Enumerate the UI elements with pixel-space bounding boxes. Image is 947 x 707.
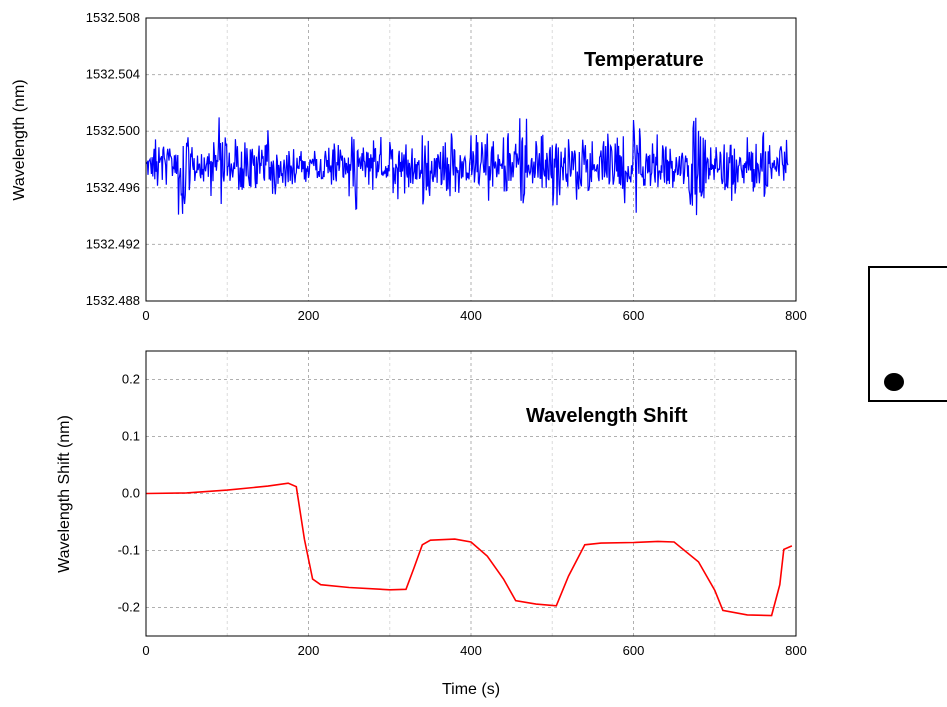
x-tick-label: 400 xyxy=(460,308,482,323)
y-tick-label: -0.2 xyxy=(118,600,140,615)
x-tick-label: 200 xyxy=(298,643,320,658)
x-axis-label: Time (s) xyxy=(442,681,500,698)
y-tick-label: 1532.500 xyxy=(86,123,140,138)
wavelength-shift-annotation: Wavelength Shift xyxy=(526,405,688,427)
top-y-tick-labels: 1532.488 1532.492 1532.496 1532.500 1532.504… xyxy=(86,10,140,308)
x-tick-label: 800 xyxy=(785,643,807,658)
wavelength-shift-series-line xyxy=(145,482,793,617)
y-tick-label: 1532.492 xyxy=(86,236,140,251)
top-y-axis-label: Wavelength (nm) xyxy=(11,79,28,200)
x-tick-label: 600 xyxy=(623,308,645,323)
y-tick-label: 0.1 xyxy=(122,429,140,444)
y-tick-label: 0.0 xyxy=(122,486,140,501)
y-tick-label: -0.1 xyxy=(118,543,140,558)
x-tick-label: 0 xyxy=(142,308,149,323)
temperature-chart: 0 200 400 600 800 1532.4881532.4921532.49615… xyxy=(11,10,807,323)
wavelength-shift-chart: 0 200 400 600 800 -0.2 -0.1 0.0 0.1 0.2 Waveleng… xyxy=(56,350,807,698)
bottom-plot-frame xyxy=(145,350,797,637)
x-tick-label: 200 xyxy=(298,308,320,323)
temperature-annotation: Temperature xyxy=(584,49,704,71)
y-tick-label: 1532.504 xyxy=(86,67,140,82)
x-tick-label: 600 xyxy=(623,643,645,658)
black-dot-marker xyxy=(884,373,904,391)
bottom-y-tick-labels: -0.2 -0.1 0.0 0.1 0.2 xyxy=(118,372,140,615)
bottom-y-axis-label: Wavelength Shift (nm) xyxy=(56,415,73,573)
temperature-series-line xyxy=(145,117,789,216)
side-panel-box xyxy=(868,266,947,402)
x-tick-label: 800 xyxy=(785,308,807,323)
top-plot-frame xyxy=(145,17,797,302)
y-tick-label: 0.2 xyxy=(122,372,140,387)
x-tick-label: 400 xyxy=(460,643,482,658)
bottom-grid xyxy=(145,351,797,636)
top-x-tick-labels: 0 200 400 600 800 xyxy=(142,308,806,323)
x-tick-label: 0 xyxy=(142,643,149,658)
bottom-x-tick-labels: 0 200 400 600 800 xyxy=(142,643,806,658)
y-tick-label: 1532.488 xyxy=(86,293,140,308)
y-tick-label: 1532.496 xyxy=(86,180,140,195)
y-tick-label: 1532.508 xyxy=(86,10,140,25)
